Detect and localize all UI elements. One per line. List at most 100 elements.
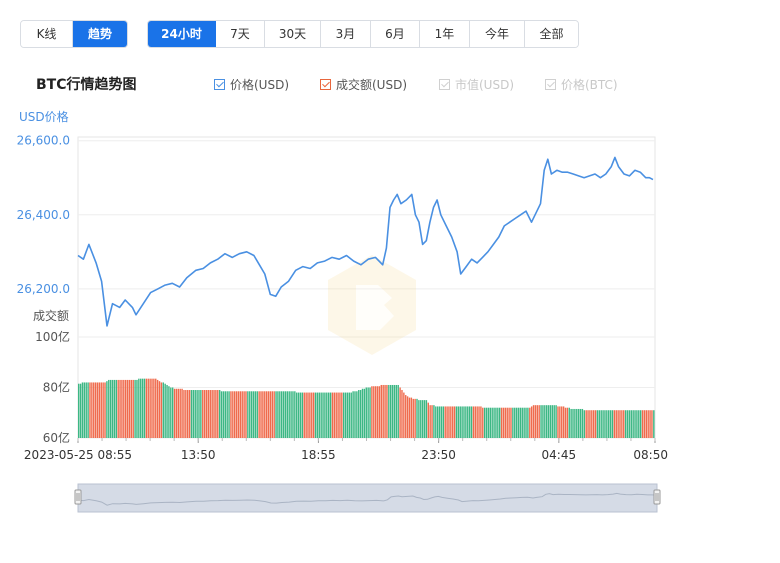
volume-bar [446,406,448,438]
range-navigator[interactable] [74,483,661,513]
volume-bar [602,410,604,438]
volume-bar [145,378,148,438]
volume-bar [382,384,384,438]
volume-bar [606,410,608,438]
volume-bar [269,391,272,438]
tab-1y[interactable]: 1年 [420,21,470,47]
volume-bar [542,405,544,438]
volume-bar [111,379,114,438]
volume-bar [190,390,193,438]
price-series-line [77,156,654,327]
volume-bar [536,405,539,438]
volume-bar [500,407,503,438]
volume-bar [506,407,508,438]
volume-bar [282,391,285,438]
volume-bar [151,378,153,438]
tab-kline[interactable]: K线 [21,21,73,47]
volume-bar [527,407,529,438]
tab-3m[interactable]: 3月 [321,21,371,47]
volume-bars [78,378,655,438]
volume-bar [403,392,405,438]
volume-bar [194,390,196,438]
legend-price-btc[interactable]: 价格(BTC) [545,76,618,92]
legend-marketcap-usd[interactable]: 市值(USD) [439,76,514,92]
volume-bar [408,397,411,438]
volume-bar [399,387,401,438]
volume-bar [420,400,422,438]
volume-bar [639,410,642,438]
volume-bar [532,405,535,438]
volume-bar [327,392,330,438]
x-tick-label: 13:50 [181,448,216,462]
volume-bar [307,392,309,438]
volume-bar [589,410,591,438]
volume-bar [220,391,223,438]
volume-bar [482,407,484,438]
volume-bar [350,392,352,438]
volume-bar [335,392,337,438]
volume-bar [280,391,283,438]
volume-bar [303,392,305,438]
legend-label: 市值(USD) [455,77,515,92]
volume-bar [348,392,351,438]
volume-bar [564,407,567,438]
legend-volume-usd[interactable]: 成交额(USD) [320,76,407,92]
volume-bar [245,391,247,438]
volume-bar [510,407,512,438]
tab-24h[interactable]: 24小时 [148,21,216,47]
volume-bar [166,384,168,438]
volume-bar [265,391,268,438]
volume-bar [621,410,623,438]
volume-bar [311,392,313,438]
volume-bar [549,405,552,438]
volume-bar [202,390,204,438]
volume-bar [102,382,104,438]
volume-bar [626,410,629,438]
volume-bar [113,379,116,438]
volume-bar [162,382,164,438]
volume-bar [592,410,595,438]
volume-bar [455,406,458,438]
volume-bar [485,407,488,438]
volume-bar [100,382,102,438]
volume-bar [538,405,540,438]
volume-bar [254,391,257,438]
legend-price-usd[interactable]: 价格(USD) [214,76,289,92]
volume-bar [380,384,383,438]
tab-ytd[interactable]: 今年 [470,21,525,47]
volume-bar [448,406,450,438]
volume-bar [643,410,646,438]
tab-trend[interactable]: 趋势 [73,21,127,47]
volume-bar [222,391,225,438]
volume-bar [414,398,416,438]
volume-bar [653,410,655,438]
volume-bar [489,407,492,438]
volume-bar [553,405,555,438]
volume-bar [645,410,648,438]
volume-bar [93,382,95,438]
volume-bar [324,392,326,438]
volume-bar [358,390,360,438]
tab-7d[interactable]: 7天 [216,21,265,47]
volume-bar [600,410,602,438]
volume-bar [435,406,437,438]
volume-bar [247,391,249,438]
volume-bar [196,390,198,438]
volume-bar [256,391,258,438]
tab-30d[interactable]: 30天 [265,21,321,47]
volume-bar [209,390,211,438]
volume-bar [591,410,593,438]
tab-all[interactable]: 全部 [525,21,578,47]
volume-bar [386,384,388,438]
volume-bar [233,391,236,438]
volume-bar [126,379,129,438]
x-tick-label: 2023-05-25 08:55 [24,448,132,462]
volume-bar [388,384,390,438]
volume-bar [96,382,99,438]
price-tick-label: 26,600.0 [17,134,70,148]
tab-6m[interactable]: 6月 [371,21,420,47]
volume-bar [224,391,227,438]
volume-bar [638,410,640,438]
volume-bar [478,406,480,438]
volume-bar [158,381,161,438]
